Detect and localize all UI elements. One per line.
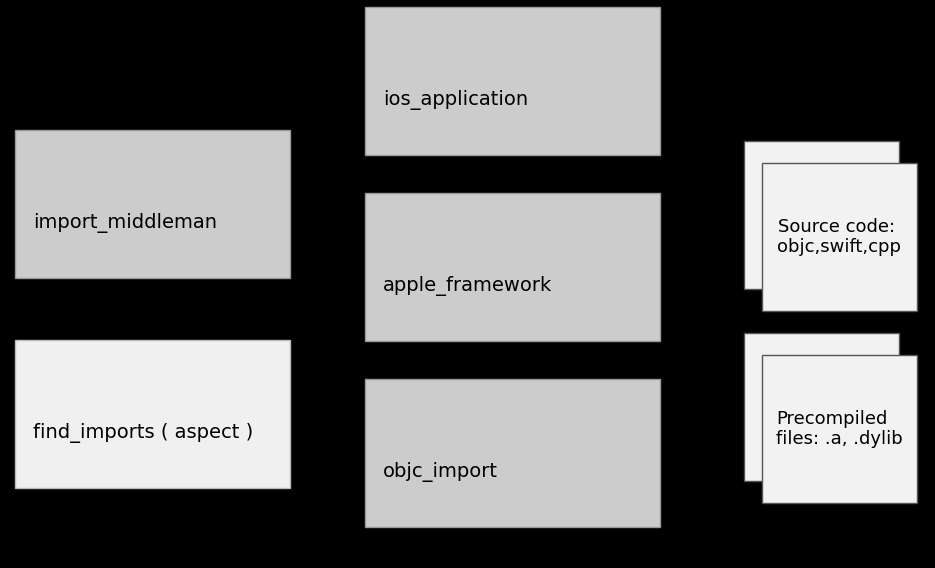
Bar: [15, 340, 290, 488]
Text: Precompiled
files: .a, .dylib: Precompiled files: .a, .dylib: [776, 410, 903, 448]
Bar: [744, 333, 899, 481]
Bar: [762, 163, 917, 311]
Text: find_imports ( aspect ): find_imports ( aspect ): [33, 423, 253, 443]
Text: apple_framework: apple_framework: [383, 276, 553, 296]
Bar: [15, 130, 290, 278]
Bar: [762, 355, 917, 503]
Text: import_middleman: import_middleman: [33, 213, 217, 233]
Bar: [365, 7, 660, 155]
Bar: [365, 193, 660, 341]
Bar: [365, 379, 660, 527]
Text: ios_application: ios_application: [383, 90, 528, 110]
Text: objc_import: objc_import: [383, 462, 498, 482]
Bar: [744, 141, 899, 289]
Text: Source code:
objc,swift,cpp: Source code: objc,swift,cpp: [778, 218, 901, 256]
